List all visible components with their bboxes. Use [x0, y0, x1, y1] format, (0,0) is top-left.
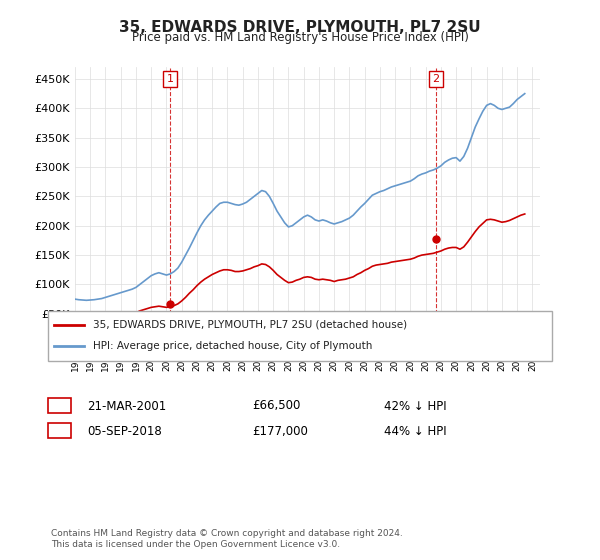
Text: 05-SEP-2018: 05-SEP-2018: [87, 424, 162, 438]
Text: 21-MAR-2001: 21-MAR-2001: [87, 399, 166, 413]
Text: 2: 2: [433, 74, 439, 84]
Text: £177,000: £177,000: [252, 424, 308, 438]
Text: 1: 1: [55, 399, 64, 413]
Text: 35, EDWARDS DRIVE, PLYMOUTH, PL7 2SU (detached house): 35, EDWARDS DRIVE, PLYMOUTH, PL7 2SU (de…: [93, 320, 407, 330]
Text: HPI: Average price, detached house, City of Plymouth: HPI: Average price, detached house, City…: [93, 340, 373, 351]
Text: Price paid vs. HM Land Registry's House Price Index (HPI): Price paid vs. HM Land Registry's House …: [131, 31, 469, 44]
Text: This data is licensed under the Open Government Licence v3.0.: This data is licensed under the Open Gov…: [51, 540, 340, 549]
Text: 44% ↓ HPI: 44% ↓ HPI: [384, 424, 446, 438]
Text: 1: 1: [166, 74, 173, 84]
Text: 42% ↓ HPI: 42% ↓ HPI: [384, 399, 446, 413]
Text: 2: 2: [55, 424, 64, 438]
Text: £66,500: £66,500: [252, 399, 301, 413]
Text: 35, EDWARDS DRIVE, PLYMOUTH, PL7 2SU: 35, EDWARDS DRIVE, PLYMOUTH, PL7 2SU: [119, 20, 481, 35]
Text: Contains HM Land Registry data © Crown copyright and database right 2024.: Contains HM Land Registry data © Crown c…: [51, 529, 403, 538]
